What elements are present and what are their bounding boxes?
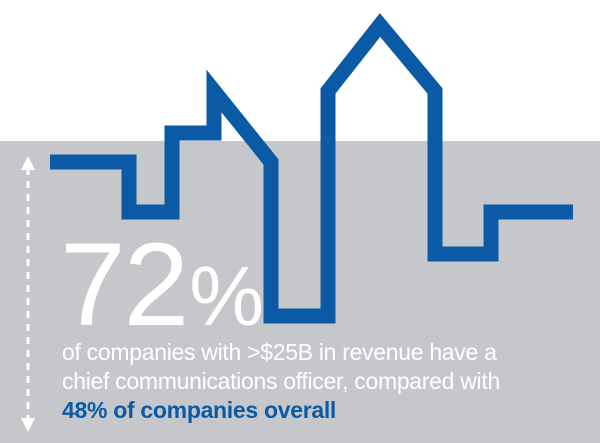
- arrow-head-down: [21, 418, 35, 432]
- caption-line-1: of companies with >$25B in revenue have …: [62, 339, 497, 365]
- gray-background-panel: [0, 141, 600, 443]
- caption-line-3-highlight: 48% of companies overall: [62, 397, 337, 423]
- skyline-outline: [50, 13, 573, 324]
- caption-line-2: chief communications officer, compared w…: [62, 368, 500, 394]
- stat-percent-sign: %: [189, 249, 264, 343]
- stat-value: 72: [60, 219, 189, 351]
- arrow-head-up: [21, 156, 35, 170]
- stat-percentage: 72%: [60, 226, 264, 355]
- stat-caption: of companies with >$25B in revenue have …: [62, 338, 592, 425]
